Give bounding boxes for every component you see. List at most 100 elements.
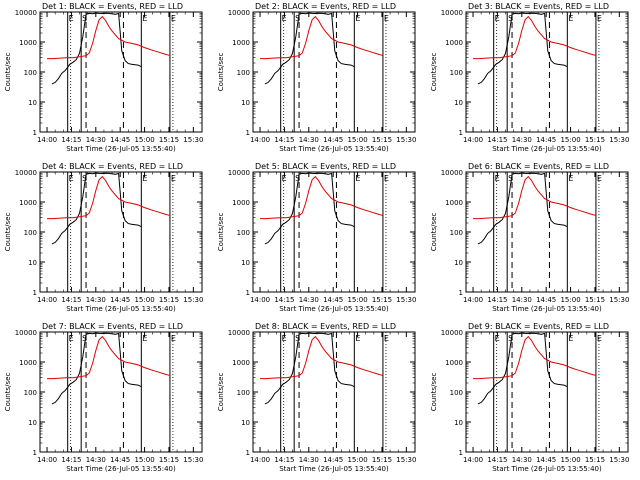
- x-tick-label: 15:30: [396, 296, 416, 304]
- y-tick-label: 1000: [445, 359, 463, 367]
- flag-label: E: [282, 334, 287, 343]
- x-tick-label: 14:00: [463, 296, 483, 304]
- y-tick-label: 10: [454, 259, 463, 267]
- y-tick-label: 1: [459, 289, 463, 297]
- flag-label: E: [597, 174, 602, 183]
- x-axis-label: Start Time (26-Jul-05 13:55:40): [279, 305, 389, 313]
- flag-label: E: [69, 334, 74, 343]
- y-tick-label: 1000: [232, 359, 250, 367]
- x-tick-label: 15:00: [134, 136, 154, 144]
- detector-panel: Det 6: BLACK = Events, RED = LLD 1 10 100 10…: [430, 162, 629, 313]
- x-tick-label: 15:30: [396, 136, 416, 144]
- events-series-line: [477, 332, 568, 405]
- x-tick-label: 15:00: [347, 136, 367, 144]
- detector-panel: Det 4: BLACK = Events, RED = LLD 1 10 100 10…: [4, 162, 203, 313]
- x-tick-label: 14:00: [37, 456, 57, 464]
- flag-label: S: [295, 334, 300, 343]
- plot-frame: [39, 331, 203, 453]
- events-series-line: [51, 332, 142, 405]
- y-tick-label: 100: [450, 389, 463, 397]
- y-tick-label: 1000: [445, 199, 463, 207]
- y-axis-label: Counts/sec: [217, 373, 225, 412]
- flag-label: E: [597, 334, 602, 343]
- flag-label: E: [384, 334, 389, 343]
- y-tick-label: 1: [246, 449, 250, 457]
- y-tick-label: 10: [241, 419, 250, 427]
- y-tick-label: 1: [33, 129, 37, 137]
- lld-series-line: [47, 175, 171, 220]
- x-tick-label: 14:45: [110, 456, 130, 464]
- y-tick-label: 1000: [232, 39, 250, 47]
- flag-label: E: [568, 334, 573, 343]
- detector-panel: Det 2: BLACK = Events, RED = LLD 1 10 100 10…: [217, 2, 416, 153]
- x-tick-label: 14:45: [536, 136, 556, 144]
- plot-frame: [465, 171, 629, 293]
- y-axis-label: Counts/sec: [4, 53, 12, 92]
- y-tick-label: 10: [28, 259, 37, 267]
- flag-label: E: [495, 334, 500, 343]
- x-tick-label: 14:45: [323, 456, 343, 464]
- panel-title: Det 5: BLACK = Events, RED = LLD: [255, 162, 396, 171]
- y-axis-label: Counts/sec: [430, 213, 438, 252]
- events-series-line: [51, 172, 142, 245]
- x-tick-label: 15:30: [183, 136, 203, 144]
- y-axis-label: Counts/sec: [4, 373, 12, 412]
- x-tick-label: 14:30: [512, 296, 532, 304]
- flag-label: E: [142, 14, 147, 23]
- x-tick-label: 14:00: [250, 456, 270, 464]
- flag-label: S: [508, 334, 513, 343]
- y-tick-label: 10000: [441, 169, 463, 177]
- y-tick-label: 10: [454, 419, 463, 427]
- y-tick-label: 1: [33, 449, 37, 457]
- flag-label: E: [568, 174, 573, 183]
- x-tick-label: 14:15: [487, 296, 507, 304]
- flag-label: E: [355, 14, 360, 23]
- flag-label: S: [508, 14, 513, 23]
- y-tick-label: 100: [450, 69, 463, 77]
- panel-title: Det 2: BLACK = Events, RED = LLD: [255, 2, 396, 11]
- events-series-line: [264, 172, 355, 245]
- y-tick-label: 1000: [445, 39, 463, 47]
- flag-label: S: [82, 174, 87, 183]
- x-tick-label: 15:00: [560, 136, 580, 144]
- flag-label: E: [597, 14, 602, 23]
- events-series-line: [51, 12, 142, 85]
- x-axis-label: Start Time (26-Jul-05 13:55:40): [492, 145, 602, 153]
- flag-label: E: [171, 14, 176, 23]
- y-tick-label: 10: [454, 99, 463, 107]
- x-tick-label: 14:45: [323, 296, 343, 304]
- x-tick-label: 15:15: [585, 296, 605, 304]
- y-tick-label: 10: [28, 99, 37, 107]
- x-tick-label: 14:30: [299, 136, 319, 144]
- x-tick-label: 14:45: [323, 136, 343, 144]
- x-tick-label: 15:15: [159, 296, 179, 304]
- flag-label: S: [508, 174, 513, 183]
- x-tick-label: 14:15: [274, 456, 294, 464]
- events-series-line: [477, 172, 568, 245]
- detector-panel: Det 5: BLACK = Events, RED = LLD 1 10 100 10…: [217, 162, 416, 313]
- flag-label: S: [82, 14, 87, 23]
- x-axis-label: Start Time (26-Jul-05 13:55:40): [66, 465, 176, 473]
- flag-label: E: [171, 174, 176, 183]
- x-tick-label: 14:15: [61, 456, 81, 464]
- x-tick-label: 14:00: [463, 456, 483, 464]
- x-axis-label: Start Time (26-Jul-05 13:55:40): [279, 145, 389, 153]
- y-axis-label: Counts/sec: [430, 53, 438, 92]
- lld-series-line: [47, 15, 171, 60]
- x-tick-label: 15:00: [134, 456, 154, 464]
- x-tick-label: 15:15: [585, 456, 605, 464]
- panel-title: Det 8: BLACK = Events, RED = LLD: [255, 322, 396, 331]
- flag-label: E: [142, 334, 147, 343]
- x-tick-label: 14:00: [37, 136, 57, 144]
- x-tick-label: 14:30: [86, 136, 106, 144]
- x-axis-label: Start Time (26-Jul-05 13:55:40): [492, 305, 602, 313]
- panel-title: Det 3: BLACK = Events, RED = LLD: [468, 2, 609, 11]
- flag-label: E: [171, 334, 176, 343]
- x-tick-label: 15:15: [372, 456, 392, 464]
- x-tick-label: 14:00: [37, 296, 57, 304]
- x-tick-label: 14:15: [487, 136, 507, 144]
- y-tick-label: 1000: [232, 199, 250, 207]
- x-tick-label: 15:30: [609, 296, 629, 304]
- x-tick-label: 15:30: [183, 456, 203, 464]
- plot-frame: [465, 331, 629, 453]
